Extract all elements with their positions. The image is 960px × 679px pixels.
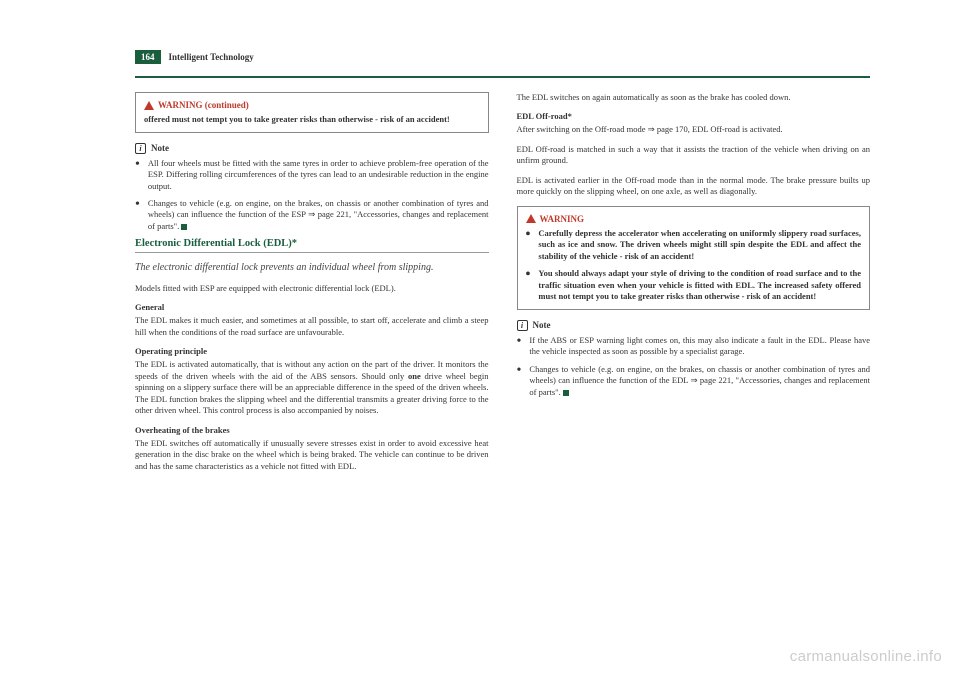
- section-end-icon: [563, 390, 569, 396]
- header-divider: [135, 76, 870, 78]
- offroad-p2: EDL Off-road is matched in such a way th…: [517, 144, 871, 167]
- note-right-bullet-1: If the ABS or ESP warning light comes on…: [517, 335, 871, 358]
- operating-text: The EDL is activated automatically, that…: [135, 359, 489, 416]
- warning-continued-box: WARNING (continued) offered must not tem…: [135, 92, 489, 133]
- warning-label-right: WARNING: [540, 213, 585, 225]
- warning-continued-title: WARNING (continued): [144, 99, 480, 111]
- note-label-right: Note: [533, 320, 551, 330]
- warning-continued-label: WARNING (continued): [158, 99, 249, 111]
- two-column-layout: WARNING (continued) offered must not tem…: [135, 92, 870, 480]
- section-end-icon: [181, 224, 187, 230]
- operating-subhead: Operating principle: [135, 346, 489, 356]
- warning-bullet-2-text: You should always adapt your style of dr…: [538, 268, 861, 302]
- offroad-subhead: EDL Off-road*: [517, 111, 871, 121]
- offroad-p1: After switching on the Off-road mode ⇒ p…: [517, 124, 871, 135]
- offroad-p3: EDL is activated earlier in the Off-road…: [517, 175, 871, 198]
- note-right-bullet-2: Changes to vehicle (e.g. on engine, on t…: [517, 364, 871, 398]
- edl-divider: [135, 252, 489, 253]
- warning-icon: [526, 214, 536, 223]
- right-column: The EDL switches on again automatically …: [517, 92, 871, 480]
- note-bullet-2-text: Changes to vehicle (e.g. on engine, on t…: [148, 198, 489, 232]
- note-bullet-2: Changes to vehicle (e.g. on engine, on t…: [135, 198, 489, 232]
- left-column: WARNING (continued) offered must not tem…: [135, 92, 489, 480]
- warning-continued-text: offered must not tempt you to take great…: [144, 114, 480, 125]
- edl-heading: Electronic Differential Lock (EDL)*: [135, 238, 489, 249]
- edl-intro: Models fitted with ESP are equipped with…: [135, 283, 489, 294]
- overheat-text: The EDL switches off automatically if un…: [135, 438, 489, 472]
- info-icon: i: [135, 143, 146, 154]
- note-right-bullet-2-text: Changes to vehicle (e.g. on engine, on t…: [529, 364, 870, 398]
- warning-bullet-2: You should always adapt your style of dr…: [526, 268, 862, 302]
- note-bullet-1-text: All four wheels must be fitted with the …: [148, 158, 489, 192]
- page-content: 164 Intelligent Technology WARNING (cont…: [0, 0, 960, 500]
- watermark-text: carmanualsonline.info: [790, 648, 942, 665]
- edl-cooldown-text: The EDL switches on again automatically …: [517, 92, 871, 103]
- edl-lead: The electronic differential lock prevent…: [135, 261, 489, 275]
- general-text: The EDL makes it much easier, and someti…: [135, 315, 489, 338]
- note-bullet-1: All four wheels must be fitted with the …: [135, 158, 489, 192]
- warning-bullet-1: Carefully depress the accelerator when a…: [526, 228, 862, 262]
- note-heading-right: i Note: [517, 320, 871, 331]
- note-heading-left: i Note: [135, 143, 489, 154]
- note-label-left: Note: [151, 143, 169, 153]
- general-subhead: General: [135, 302, 489, 312]
- operating-text-bold: one: [408, 371, 421, 381]
- chapter-title: Intelligent Technology: [169, 52, 254, 62]
- page-header: 164 Intelligent Technology: [135, 50, 870, 64]
- warning-title-right: WARNING: [526, 213, 862, 225]
- page-number-badge: 164: [135, 50, 161, 64]
- overheat-subhead: Overheating of the brakes: [135, 425, 489, 435]
- warning-box-right: WARNING Carefully depress the accelerato…: [517, 206, 871, 310]
- warning-icon: [144, 101, 154, 110]
- info-icon: i: [517, 320, 528, 331]
- note-right-bullet-1-text: If the ABS or ESP warning light comes on…: [529, 335, 870, 358]
- warning-bullet-1-text: Carefully depress the accelerator when a…: [538, 228, 861, 262]
